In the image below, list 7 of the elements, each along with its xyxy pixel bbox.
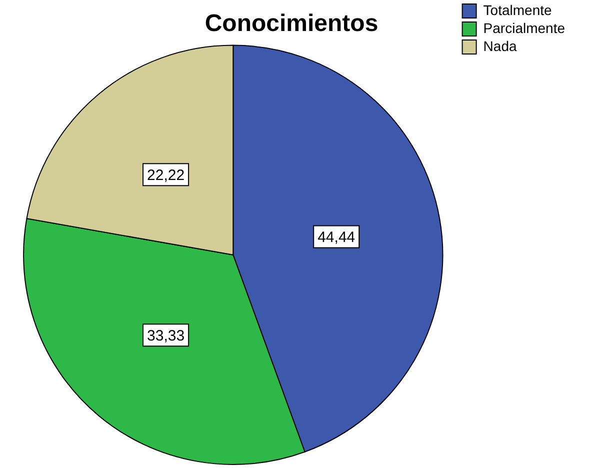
chart-title: Conocimientos <box>204 10 378 38</box>
data-label: 44,44 <box>318 228 356 246</box>
data-label: 33,33 <box>147 327 185 344</box>
data-label: 22,22 <box>147 166 185 184</box>
legend-label: Nada <box>483 38 517 54</box>
legend-label: Parcialmente <box>483 20 566 36</box>
legend-label: Totalmente <box>483 2 552 18</box>
